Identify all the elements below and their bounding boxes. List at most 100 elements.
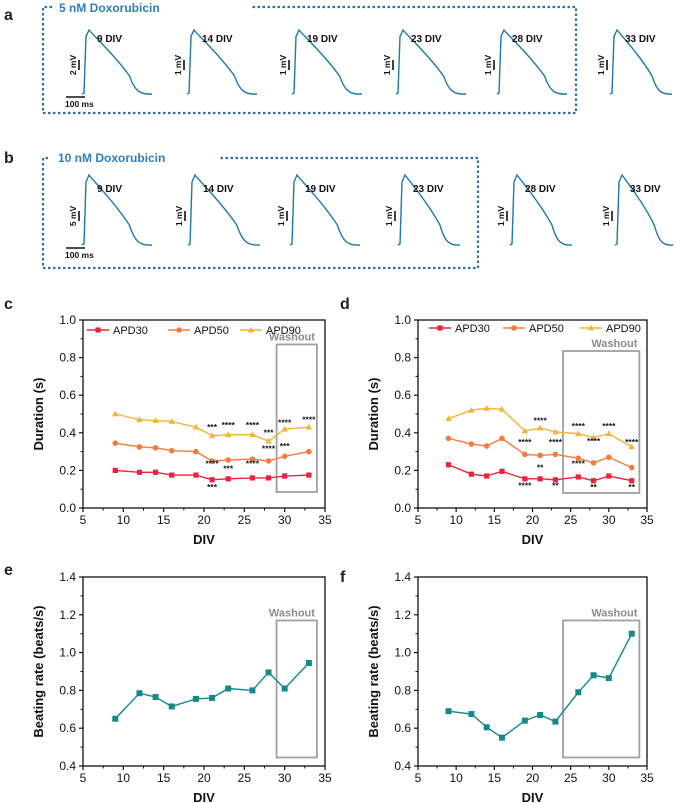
series-apd90	[112, 410, 313, 444]
data-point	[628, 464, 635, 471]
panel-letter-f: f	[340, 569, 346, 586]
plot-frame	[82, 576, 326, 767]
panel-letter-e: e	[4, 562, 13, 579]
data-point	[575, 474, 581, 480]
data-point	[225, 476, 231, 482]
data-point	[225, 431, 232, 438]
data-point	[153, 469, 159, 475]
significance-mark: ****	[222, 420, 236, 430]
x-axis-title: DIV	[522, 790, 544, 803]
voltage-scale-label: 1 mV	[173, 55, 183, 76]
data-point	[265, 475, 272, 481]
significance-mark: **	[590, 482, 597, 492]
ap-trace-33-div	[614, 173, 674, 246]
data-point	[168, 447, 175, 454]
x-tick-label: 15	[157, 771, 171, 785]
data-point	[521, 717, 528, 724]
data-point	[193, 448, 199, 455]
series-apd90	[445, 404, 635, 450]
y-tick-label: 1.2	[59, 608, 76, 622]
legend-label: APD90	[266, 325, 301, 337]
x-tick-label: 25	[564, 513, 578, 527]
x-tick-label: 5	[80, 771, 87, 785]
data-point	[483, 404, 490, 411]
significance-mark: ***	[280, 441, 291, 451]
significance-mark: **	[628, 482, 635, 492]
trace-label: 14 DIV	[202, 34, 233, 45]
washout-box	[562, 619, 641, 759]
data-point	[445, 708, 452, 715]
condition-box-a	[41, 5, 578, 115]
ap-trace-14-div	[187, 173, 261, 246]
data-point	[483, 443, 490, 449]
data-point	[590, 434, 597, 440]
trace-label: 33 DIV	[625, 34, 656, 45]
ap-trace-33-div	[609, 28, 673, 95]
condition-label-a: 5 nM Doxorubicin	[59, 1, 160, 15]
trace-label: 9 DIV	[97, 34, 122, 45]
legend-marker	[587, 324, 595, 331]
legend-item-apd90: APD90	[580, 323, 641, 335]
voltage-scale-label: 1 mV	[174, 206, 184, 227]
significance-mark: ***	[207, 422, 218, 432]
trace-label: 23 DIV	[411, 34, 442, 45]
y-tick-label: 0.6	[394, 721, 411, 735]
data-point	[628, 443, 635, 450]
trace-group-2: 19 DIV 1 mV	[278, 28, 363, 95]
x-tick-label: 30	[602, 513, 616, 527]
x-tick-label: 20	[526, 771, 540, 785]
significance-mark: ****	[246, 459, 260, 469]
data-point	[606, 473, 612, 479]
y-axis-title: Beating rate (beats/s)	[366, 605, 381, 737]
legend-item-apd90: APD90	[240, 325, 301, 337]
data-point	[152, 417, 159, 423]
voltage-scale-label: 5 mV	[68, 206, 78, 227]
data-point	[552, 718, 559, 725]
legend-label: APD50	[529, 323, 564, 335]
data-point	[208, 432, 216, 439]
data-point	[281, 685, 288, 692]
x-tick-label: 25	[238, 771, 252, 785]
washout-label: Washout	[591, 607, 637, 619]
x-tick-label: 25	[238, 513, 252, 527]
ap-trace-19-div	[289, 173, 361, 246]
voltage-scale-label: 1 mV	[276, 206, 286, 227]
data-point	[112, 715, 119, 722]
data-point	[112, 410, 119, 417]
data-point	[575, 430, 582, 437]
x-tick-label: 5	[415, 513, 422, 527]
data-point	[468, 406, 475, 413]
data-point	[498, 405, 506, 412]
data-point	[499, 435, 505, 442]
trace-group-4: 28 DIV 1 mV	[496, 173, 573, 246]
condition-label-b: 10 nM Doxorubicin	[58, 151, 165, 165]
legend-marker	[176, 327, 182, 333]
panel-letter-b: b	[4, 150, 14, 167]
data-point	[249, 456, 256, 462]
data-point	[193, 472, 199, 478]
data-point	[536, 424, 544, 431]
trace-group-5: 33 DIV 1 mV	[596, 28, 673, 95]
y-tick-label: 0.2	[59, 463, 76, 477]
significance-mark: ****	[518, 480, 532, 490]
ap-trace-19-div	[291, 28, 363, 95]
panel-letter-d: d	[340, 296, 350, 313]
y-tick-label: 0.4	[394, 426, 411, 440]
legend-marker	[437, 325, 443, 331]
legend-label: APD90	[606, 323, 641, 335]
y-tick-label: 1.0	[59, 313, 76, 327]
x-tick-label: 5	[415, 771, 422, 785]
data-point	[209, 477, 215, 483]
data-point	[468, 711, 475, 718]
trace-label: 19 DIV	[307, 34, 338, 45]
y-tick-label: 0.6	[59, 388, 76, 402]
ap-trace-9-div	[81, 28, 153, 95]
y-tick-label: 1.2	[394, 608, 411, 622]
x-tick-label: 20	[197, 513, 211, 527]
significance-mark: ***	[223, 463, 234, 473]
data-point	[168, 418, 175, 424]
y-tick-label: 0.0	[394, 501, 411, 515]
data-point	[225, 685, 232, 692]
washout-box	[562, 350, 641, 494]
